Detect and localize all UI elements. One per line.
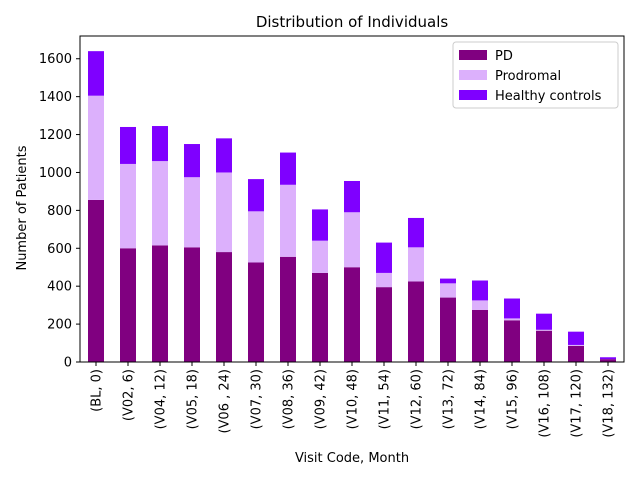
- bar-prodromal-14: [536, 329, 552, 331]
- bar-prodromal-13: [504, 318, 520, 321]
- bar-prodromal-15: [568, 344, 584, 346]
- bar-healthy-controls-8: [344, 180, 360, 213]
- bar-pd-8: [344, 267, 360, 362]
- bar-healthy-controls-14: [536, 313, 552, 330]
- bar-prodromal-12: [472, 300, 488, 310]
- bar-pd-3: [184, 247, 200, 362]
- bar-prodromal-4: [216, 172, 232, 253]
- bar-pd-5: [248, 262, 264, 362]
- bar-pd-15: [568, 345, 584, 362]
- bar-healthy-controls-0: [88, 51, 104, 96]
- y-tick-label: 400: [47, 280, 72, 295]
- bar-healthy-controls-3: [184, 144, 200, 178]
- x-tick-label: (V18, 132): [602, 369, 617, 438]
- bar-healthy-controls-12: [472, 280, 488, 301]
- bar-pd-4: [216, 252, 232, 362]
- x-tick-label: (V10, 48): [346, 369, 361, 429]
- x-tick-label: (V07, 30): [250, 369, 265, 429]
- bar-healthy-controls-9: [376, 242, 392, 273]
- bar-healthy-controls-7: [312, 209, 328, 241]
- bar-healthy-controls-10: [408, 217, 424, 248]
- bar-pd-1: [120, 248, 136, 362]
- bar-prodromal-7: [312, 240, 328, 273]
- y-tick-label: 1400: [39, 90, 72, 105]
- chart-title: Distribution of Individuals: [256, 13, 449, 31]
- bar-healthy-controls-4: [216, 138, 232, 173]
- bar-pd-12: [472, 309, 488, 362]
- y-tick-label: 600: [47, 242, 72, 257]
- bar-pd-2: [152, 245, 168, 362]
- y-tick-label: 0: [64, 356, 72, 371]
- x-tick-label: (V06 , 24): [218, 369, 233, 434]
- y-tick-label: 1000: [39, 166, 72, 181]
- bar-pd-7: [312, 272, 328, 362]
- bar-prodromal-11: [440, 283, 456, 298]
- bar-prodromal-1: [120, 163, 136, 249]
- legend-box: [452, 41, 619, 109]
- bar-pd-10: [408, 281, 424, 362]
- bar-prodromal-9: [376, 272, 392, 288]
- bar-pd-6: [280, 256, 296, 362]
- bar-pd-11: [440, 297, 456, 362]
- legend-label: Healthy controls: [495, 89, 602, 104]
- y-axis-label: Number of Patients: [15, 145, 30, 270]
- x-tick-label: (BL, 0): [90, 369, 105, 412]
- bar-prodromal-6: [280, 184, 296, 257]
- x-axis-label: Visit Code, Month: [295, 451, 409, 466]
- bar-healthy-controls-16: [600, 357, 616, 360]
- bar-pd-14: [536, 330, 552, 362]
- bars: [88, 51, 616, 362]
- x-tick-label: (V16, 108): [538, 369, 553, 438]
- y-ticks: 0 200 400 600 800 1000 1200 1400 1600: [39, 52, 80, 371]
- y-tick-label: 1600: [39, 52, 72, 67]
- bar-pd-0: [88, 199, 104, 362]
- legend-label: PD: [495, 49, 513, 64]
- x-tick-label: (V08, 36): [282, 369, 297, 429]
- bar-prodromal-10: [408, 247, 424, 282]
- legend: PD Prodromal Healthy controls: [452, 41, 619, 109]
- bar-prodromal-5: [248, 211, 264, 263]
- bar-healthy-controls-2: [152, 126, 168, 162]
- x-tick-label: (V02, 6): [122, 369, 137, 421]
- x-tick-label: (V12, 60): [410, 369, 425, 429]
- bar-healthy-controls-5: [248, 179, 264, 212]
- bar-pd-13: [504, 320, 520, 362]
- y-tick-label: 200: [47, 318, 72, 333]
- bar-prodromal-2: [152, 161, 168, 246]
- bar-prodromal-0: [88, 95, 104, 200]
- x-tick-label: (V04, 12): [154, 369, 169, 429]
- y-tick-label: 800: [47, 204, 72, 219]
- x-ticks: (BL, 0) (V02, 6) (V04, 12) (V05, 18) (V06 , …: [90, 362, 617, 438]
- bar-healthy-controls-11: [440, 278, 456, 284]
- x-tick-label: (V09, 42): [314, 369, 329, 429]
- bar-prodromal-3: [184, 177, 200, 248]
- legend-label: Prodromal: [495, 69, 561, 84]
- x-tick-label: (V17, 120): [570, 369, 585, 438]
- y-tick-label: 1200: [39, 128, 72, 143]
- x-tick-label: (V11, 54): [378, 369, 393, 429]
- bar-prodromal-8: [344, 212, 360, 268]
- x-tick-label: (V15, 96): [506, 369, 521, 429]
- bar-pd-9: [376, 287, 392, 362]
- bar-healthy-controls-1: [120, 126, 136, 164]
- bar-healthy-controls-6: [280, 152, 296, 185]
- bar-pd-16: [600, 359, 616, 362]
- bar-healthy-controls-13: [504, 298, 520, 319]
- x-tick-label: (V05, 18): [186, 369, 201, 429]
- x-tick-label: (V13, 72): [442, 369, 457, 429]
- legend-swatch: [459, 70, 487, 80]
- legend-swatch: [459, 90, 487, 100]
- x-tick-label: (V14, 84): [474, 369, 489, 429]
- bar-healthy-controls-15: [568, 331, 584, 345]
- legend-swatch: [459, 50, 487, 60]
